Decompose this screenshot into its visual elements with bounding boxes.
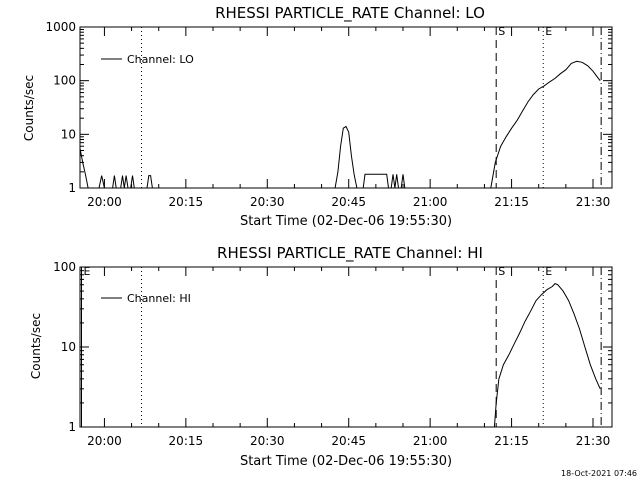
event-marker-label: S bbox=[498, 265, 505, 278]
series-line-segment bbox=[362, 173, 389, 189]
series-line-segment bbox=[120, 175, 129, 189]
x-tick-label: 21:30 bbox=[576, 434, 611, 448]
x-tick-label: 20:00 bbox=[87, 195, 122, 209]
plot-hi-channel: RHESSI PARTICLE_RATE Channel: HI Counts/… bbox=[29, 244, 613, 469]
y-tick-label: 1 bbox=[68, 420, 76, 434]
y-tick-label: 1000 bbox=[45, 20, 76, 34]
x-tick-label: 20:00 bbox=[87, 434, 122, 448]
plot-lo-title: RHESSI PARTICLE_RATE Channel: LO bbox=[215, 4, 485, 23]
x-tick-label: 20:15 bbox=[169, 434, 204, 448]
generation-timestamp: 18-Oct-2021 07:46 bbox=[561, 469, 637, 478]
y-tick-label: 10 bbox=[61, 127, 76, 141]
plot-lo-series bbox=[79, 60, 601, 189]
y-tick-label: 100 bbox=[53, 74, 76, 88]
plot-hi-axes: 20:00 20:15 20:30 20:45 21:00 21:15 21:30 1 10 10… bbox=[53, 260, 613, 448]
plot-hi-title: RHESSI PARTICLE_RATE Channel: HI bbox=[217, 244, 483, 263]
x-tick-label: 21:00 bbox=[413, 434, 448, 448]
event-marker-label: S bbox=[498, 25, 505, 38]
event-marker-label: E bbox=[545, 25, 552, 38]
plot-lo-axes: 20:00 20:15 20:30 20:45 21:00 21:15 21:30 1 10 10… bbox=[45, 20, 613, 209]
plot-lo-legend-label: Channel: LO bbox=[127, 53, 194, 66]
event-marker-label: E bbox=[84, 265, 91, 278]
plot-lo-y-axis-label: Counts/sec bbox=[22, 75, 36, 141]
series-line-segment bbox=[146, 175, 153, 189]
y-tick-label: 100 bbox=[53, 260, 76, 274]
x-tick-label: 20:45 bbox=[331, 434, 366, 448]
x-tick-label: 20:45 bbox=[331, 195, 366, 209]
x-tick-label: 20:30 bbox=[250, 434, 285, 448]
x-tick-label: 21:15 bbox=[494, 434, 529, 448]
plot-frame bbox=[79, 26, 613, 189]
x-tick-label: 20:15 bbox=[169, 195, 204, 209]
plot-hi-x-axis-label: Start Time (02-Dec-06 19:55:30) bbox=[240, 454, 452, 469]
series-line-segment bbox=[112, 175, 117, 189]
plot-lo-x-axis-label: Start Time (02-Dec-06 19:55:30) bbox=[240, 214, 452, 229]
plot-hi-legend: Channel: HI bbox=[101, 292, 191, 305]
series-line-segment bbox=[490, 60, 601, 189]
x-tick-label: 21:15 bbox=[494, 195, 529, 209]
x-tick-label: 20:30 bbox=[250, 195, 285, 209]
x-tick-label: 21:00 bbox=[413, 195, 448, 209]
series-line-segment bbox=[390, 174, 399, 189]
series-line-segment bbox=[334, 125, 358, 189]
plot-lo-legend: Channel: LO bbox=[101, 53, 194, 66]
plot-hi-series bbox=[493, 283, 601, 428]
series-line-segment bbox=[98, 175, 105, 189]
event-marker-label: E bbox=[545, 265, 552, 278]
y-tick-label: 10 bbox=[61, 340, 76, 354]
x-tick-label: 21:30 bbox=[576, 195, 611, 209]
series-line-segment bbox=[130, 175, 135, 189]
y-tick-label: 1 bbox=[68, 181, 76, 195]
plot-hi-y-axis-label: Counts/sec bbox=[29, 313, 43, 379]
series-line-segment bbox=[79, 148, 89, 189]
plot-lo-channel: RHESSI PARTICLE_RATE Channel: LO Counts/… bbox=[22, 4, 613, 229]
series-line-segment bbox=[493, 283, 601, 428]
series-line-segment bbox=[400, 174, 406, 189]
plot-hi-legend-label: Channel: HI bbox=[127, 292, 191, 305]
plot-frame bbox=[79, 266, 613, 428]
